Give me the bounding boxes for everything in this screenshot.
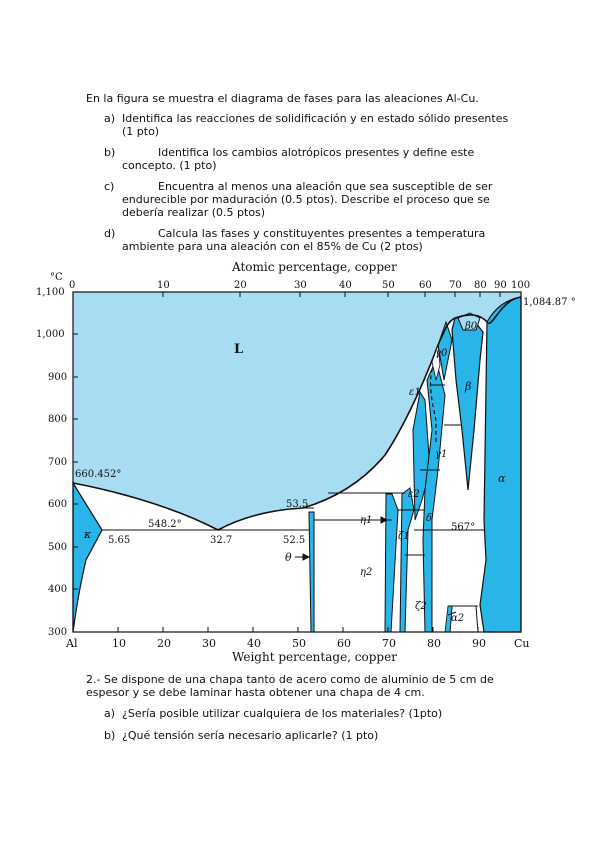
bottom-tick: 10 [112,637,126,650]
value-52-5: 52.5 [283,535,306,546]
bottom-tick: 90 [472,637,486,650]
bottom-tick: 80 [427,637,441,650]
zeta1-label: ζ1 [398,531,410,542]
eta1-label: η1 [360,515,373,526]
eps2-label: ε2 [408,489,420,500]
y-tick: 900 [48,372,68,383]
y-tick: 1,000 [36,329,65,340]
dashed-boundary [430,361,437,445]
bottom-tick: Cu [514,637,530,650]
eutectic-comp: 32.7 [210,535,233,546]
beta-label: β [465,380,472,393]
bottom-tick: 20 [157,637,171,650]
item-c-line2: endurecible por maduración (0.5 ptos). D… [122,193,490,206]
q2-item-a-text: ¿Sería posible utilizar cualquiera de lo… [122,707,443,720]
alpha-region [479,296,522,633]
item-d-marker: d) [104,227,116,240]
y-tick: 300 [48,627,68,638]
item-c-line1: Encuentra al menos una aleación que sea … [158,180,493,193]
alpha-label: α [498,472,506,485]
y-tick: 1,100 [36,287,65,298]
temp-567: 567° [451,522,476,533]
top-tick: 100 [511,280,531,291]
zeta2-label: ζ2 [415,601,427,612]
top-tick: 10 [157,280,170,291]
al-melting-point: 660.452° [75,469,122,480]
top-tick: 80 [474,280,487,291]
liquid-label: L [234,342,244,357]
cu-melting-point: 1,084.87 ° [523,297,576,308]
top-tick: 50 [382,280,395,291]
item-c-line3: debería realizar (0.5 ptos) [122,206,266,219]
top-tick: 90 [494,280,507,291]
bottom-tick: 60 [337,637,351,650]
y-tick: 800 [48,414,68,425]
alpha2-label: α2 [451,613,465,624]
eps1-label: ε1 [409,387,421,398]
top-tick: 20 [234,280,247,291]
bottom-tick: 50 [292,637,306,650]
bottom-axis-title: Weight percentage, copper [232,650,397,664]
item-b-line2: concepto. (1 pto) [122,159,217,172]
item-a-line1: Identifica las reacciones de solidificac… [122,112,509,125]
gamma1-label: γ1 [435,449,448,460]
beta0-region [457,312,481,331]
gamma0-label: γ0 [435,348,448,359]
eta2-label: η2 [360,567,373,578]
bottom-tick: 30 [202,637,216,650]
bottom-tick: 70 [382,637,396,650]
item-b-line1: Identifica los cambios alotrópicos prese… [158,146,475,159]
top-tick: 70 [449,280,462,291]
eutectic-temp: 548.2° [148,519,182,530]
item-d-line1: Calcula las fases y constituyentes prese… [158,227,486,240]
top-tick: 40 [339,280,352,291]
item-a-marker: a) [104,112,116,125]
question2-line2: espesor y se debe laminar hasta obtener … [86,686,425,699]
delta-label: δ [426,513,433,524]
item-b-marker: b) [104,146,116,159]
top-tick: 60 [419,280,432,291]
y-tick: 500 [48,542,68,553]
question1-intro: En la figura se muestra el diagrama de f… [86,92,479,105]
beta0-label: β0 [465,321,478,332]
value-53-5: 53.5 [286,499,309,510]
y-tick: 600 [48,499,68,510]
q2-item-a-marker: a) [104,707,116,720]
y-tick: 400 [48,584,68,595]
item-c-marker: c) [104,180,115,193]
q2-item-b-text: ¿Qué tensión sería necesario aplicarle? … [122,729,379,742]
top-tick: 30 [294,280,307,291]
bottom-tick: Al [66,637,78,650]
y-tick: 700 [48,457,68,468]
temp-unit: °C [50,272,63,283]
theta-label: θ [285,551,292,564]
top-tick: 0 [69,280,76,291]
q2-item-b-marker: b) [104,729,116,742]
question2-line1: 2.- Se dispone de una chapa tanto de ace… [86,673,494,686]
item-d-line2: ambiente para una aleación con el 85% de… [122,240,423,253]
kappa-limit: 5.65 [108,535,131,546]
item-a-line2: (1 pto) [122,125,160,138]
two-phase-region [73,297,521,632]
top-axis-title: Atomic percentage, copper [232,260,397,274]
eta-region [384,493,399,633]
kappa-label: κ [84,528,92,541]
bottom-tick: 40 [247,637,261,650]
